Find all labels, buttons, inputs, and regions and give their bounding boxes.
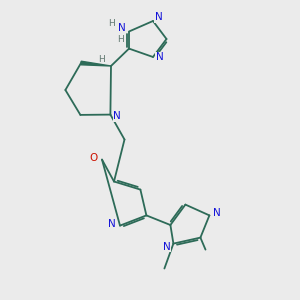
Text: N: N <box>154 12 162 22</box>
Text: H: H <box>117 35 123 44</box>
Text: N: N <box>156 52 164 62</box>
Text: N: N <box>163 242 171 252</box>
Text: H: H <box>99 56 105 64</box>
Text: N: N <box>108 219 116 229</box>
Polygon shape <box>81 61 111 66</box>
Text: H: H <box>108 19 115 28</box>
Text: N: N <box>113 111 121 121</box>
Text: N: N <box>213 208 221 218</box>
Text: N: N <box>118 23 125 33</box>
Text: O: O <box>89 153 98 163</box>
